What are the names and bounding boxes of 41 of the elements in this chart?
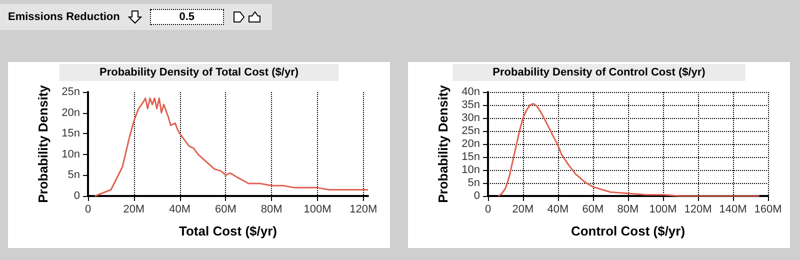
y-tick-label: 5n — [68, 169, 80, 182]
text: 0.5 — [150, 9, 224, 25]
line-series — [94, 97, 369, 197]
x-tick-label: 80M — [617, 204, 639, 216]
x-tick-label: 40M — [547, 204, 569, 216]
y-tick-label: 20n — [462, 138, 480, 150]
x-tick-label: 120M — [684, 204, 712, 216]
x-axis-title: Control Cost ($/yr) — [570, 224, 686, 238]
y-axis-title: Probability Density — [36, 84, 50, 203]
x-tick-label: 100M — [649, 204, 677, 216]
y-tick-label: 10n — [62, 148, 80, 160]
chart-title: Probability Density of Control Cost ($/yr) — [492, 66, 706, 78]
x-tick-label: 0 — [484, 204, 492, 216]
y-tick-label: 20n — [62, 106, 80, 119]
chart-title: Probability Density of Total Cost ($/yr) — [99, 66, 299, 78]
y-tick-label: 25n — [462, 125, 480, 137]
x-tick-label: 140M — [719, 204, 747, 216]
text: Emissions Reduction — [8, 11, 120, 23]
y-tick-label: 40n — [462, 86, 480, 98]
y-tick-label: 15n — [62, 128, 80, 140]
y-tick-label: 25n — [62, 86, 80, 98]
x-tick-label: 120M — [350, 204, 378, 216]
x-axis-title: Total Cost ($/yr) — [179, 224, 277, 238]
line-series — [498, 102, 760, 197]
y-tick-label: 0 — [74, 190, 80, 202]
x-tick-label: 160M — [754, 204, 782, 216]
x-tick-label: 60M — [582, 204, 604, 216]
x-tick-label: 80M — [260, 204, 282, 216]
x-tick-label: 20M — [512, 204, 534, 216]
x-tick-label: 100M — [304, 204, 332, 216]
x-tick-label: 0 — [84, 204, 92, 216]
x-tick-label: 40M — [169, 204, 191, 216]
x-tick-label: 20M — [123, 204, 145, 216]
y-tick-label: 10n — [462, 164, 480, 176]
y-tick-label: 15n — [462, 151, 480, 163]
y-tick-label: 0 — [474, 190, 480, 202]
y-tick-label: 30n — [462, 112, 480, 124]
y-tick-label: 5n — [468, 177, 480, 189]
y-axis-title: Probability Density — [436, 84, 450, 203]
x-tick-label: 60M — [215, 204, 236, 216]
y-tick-label: 35n — [462, 99, 480, 111]
